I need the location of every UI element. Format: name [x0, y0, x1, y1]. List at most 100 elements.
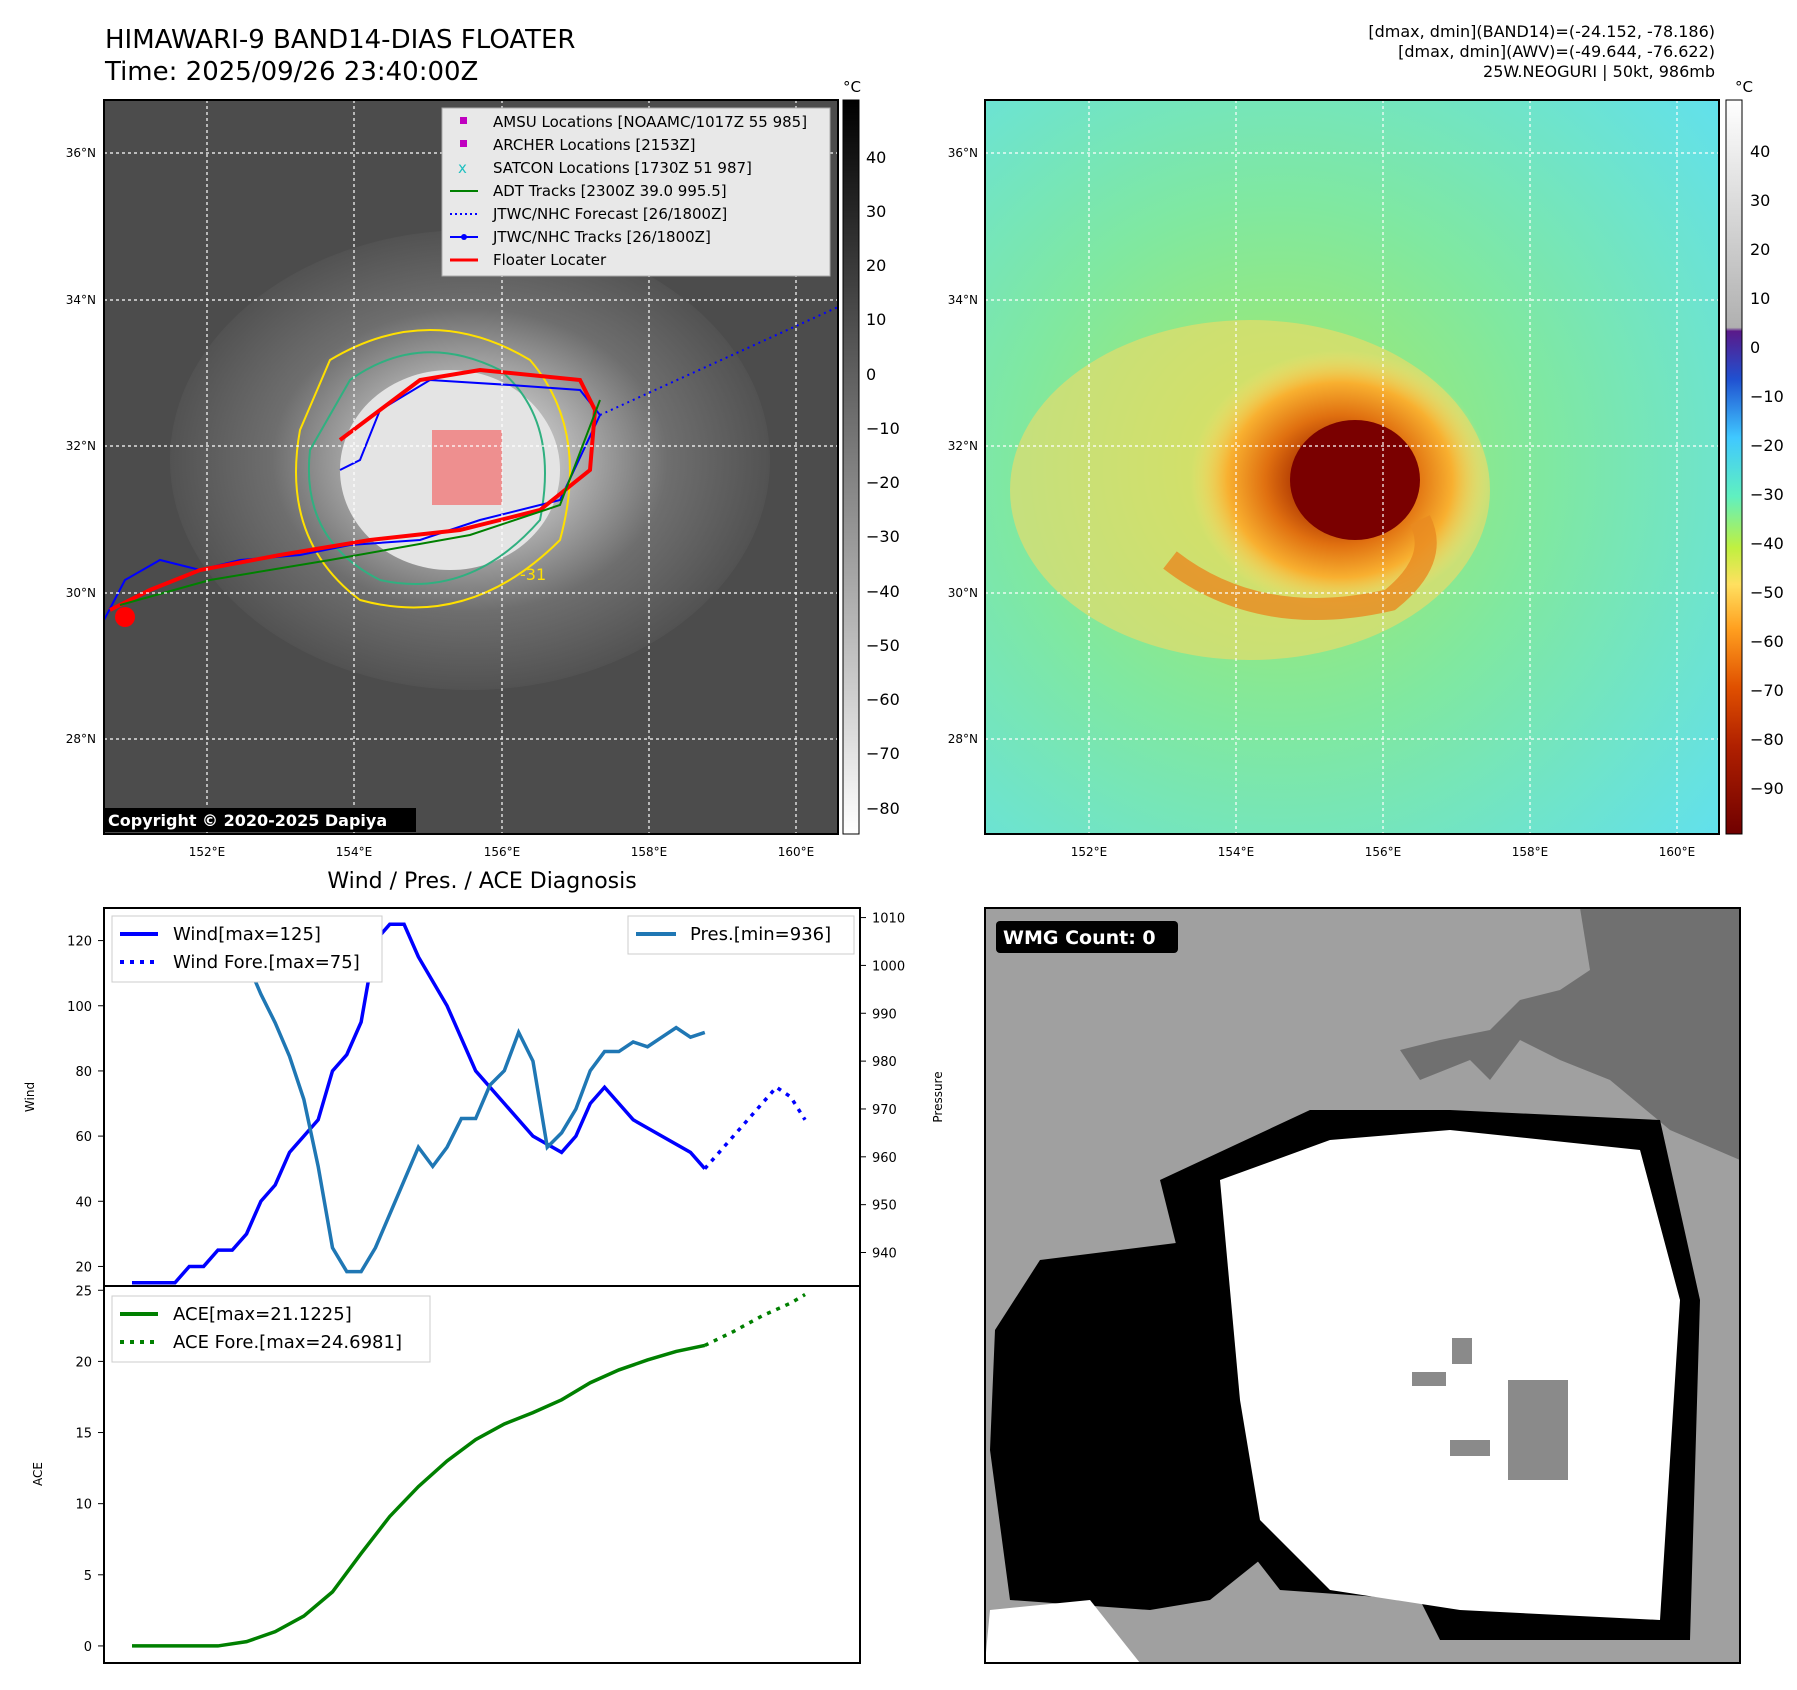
awv-lon-label: 160°E — [1659, 845, 1696, 859]
adt-track — [119, 399, 601, 606]
chart-title-block: HIMAWARI-9 BAND14-DIAS FLOATER Time: 202… — [105, 24, 575, 88]
awv-cbar-tick: −20 — [1750, 436, 1784, 455]
legend-amsu-label: AMSU Locations [NOAAMC/1017Z 55 985] — [493, 113, 807, 131]
ir-cbar-tick: −50 — [866, 636, 900, 655]
wind-ytick-label: 100 — [67, 1000, 92, 1015]
awv-lon-label: 158°E — [1512, 845, 1549, 859]
jtwc-forecast — [599, 306, 839, 416]
chart-time: Time: 2025/09/26 23:40:00Z — [105, 57, 479, 87]
ir-lon-label: 158°E — [631, 845, 668, 859]
awv-cbar-tick: 40 — [1750, 142, 1770, 161]
legend-tracks-dot — [461, 234, 467, 240]
jtwc-track — [103, 378, 602, 621]
ir-cbar-tick: −30 — [866, 527, 900, 546]
chart-title: HIMAWARI-9 BAND14-DIAS FLOATER — [105, 25, 576, 55]
diagnosis-title: Wind / Pres. / ACE Diagnosis — [327, 869, 636, 894]
awv-colorbar-unit: °C — [1735, 78, 1753, 96]
series-line-0 — [132, 922, 707, 1285]
awv-lat-label: 36°N — [948, 146, 978, 160]
contour-label: -31 — [520, 565, 546, 584]
series-line-1 — [703, 1084, 807, 1170]
awv-cbar-tick: −40 — [1750, 534, 1784, 553]
ir-lat-label: 36°N — [66, 146, 96, 160]
awv-cbar-tick: −30 — [1750, 485, 1784, 504]
pressure-axis-label: Pressure — [931, 1071, 945, 1122]
awv-lat-label: 30°N — [948, 586, 978, 600]
ir-colorbar-unit: °C — [843, 78, 861, 96]
wind-axis-label: Wind — [23, 1082, 37, 1112]
info-awv: [dmax, dmin](AWV)=(-49.644, -76.622) — [1398, 42, 1715, 61]
awv-cbar-tick: 10 — [1750, 289, 1770, 308]
pres-ytick-label: 980 — [872, 1055, 897, 1070]
legend-archer-label: ARCHER Locations [2153Z] — [493, 136, 696, 154]
ace-ytick-label: 25 — [75, 1284, 92, 1299]
ir-lon-label: 152°E — [189, 845, 226, 859]
ir-lat-label: 28°N — [66, 732, 96, 746]
ir-cbar-tick: 40 — [866, 148, 886, 167]
wmg-count-label: WMG Count: 0 — [1003, 927, 1156, 949]
ir-lat-label: 32°N — [66, 439, 96, 453]
floater-track — [109, 367, 598, 612]
pres-ytick-label: 960 — [872, 1151, 897, 1166]
ir-cbar-tick: 0 — [866, 365, 876, 384]
ir-lat-label: 30°N — [66, 586, 96, 600]
ace-axis-label: ACE — [31, 1462, 45, 1486]
ir-cbar-tick: 10 — [866, 310, 886, 329]
info-block: [dmax, dmin](BAND14)=(-24.152, -78.186) … — [1368, 22, 1715, 82]
awv-cbar-tick: −70 — [1750, 681, 1784, 700]
awv-lat-label: 34°N — [948, 293, 978, 307]
pressure-legend — [627, 915, 855, 955]
awv-cbar-tick: −50 — [1750, 583, 1784, 602]
ir-colorbar-ticks: 40 30 20 10 0 −10 −20 −30 −40 −50 −60 −7… — [866, 148, 900, 818]
awv-colorbar — [1725, 99, 1743, 835]
legend-adt-label: ADT Tracks [2300Z 39.0 995.5] — [493, 182, 727, 200]
legend-amsu-marker — [460, 117, 467, 124]
awv-colorbar-ticks: 40 30 20 10 0 −10 −20 −30 −40 −50 −60 −7… — [1750, 142, 1784, 798]
ace-ytick-label: 5 — [84, 1569, 92, 1584]
pres-ytick-label: 1010 — [872, 912, 905, 927]
ir-cbar-tick: −70 — [866, 744, 900, 763]
ir-cbar-tick: −60 — [866, 690, 900, 709]
ir-lat-label: 34°N — [66, 293, 96, 307]
ir-cbar-tick: 30 — [866, 202, 886, 221]
ir-cbar-tick: −20 — [866, 473, 900, 492]
floater-box — [432, 430, 502, 505]
awv-gridlines — [985, 100, 1719, 834]
legend-satcon-label: SATCON Locations [1730Z 51 987] — [493, 159, 752, 177]
awv-map-panel: 36°N 34°N 32°N 30°N 28°N 152°E 154°E 156… — [948, 78, 1784, 859]
legend-forecast-label: JTWC/NHC Forecast [26/1800Z] — [492, 205, 727, 223]
awv-cbar-tick: 0 — [1750, 338, 1760, 357]
legend-satcon-marker: x — [458, 159, 467, 177]
awv-lat-label: 28°N — [948, 732, 978, 746]
wind-ytick-label: 120 — [67, 935, 92, 950]
awv-cbar-tick: −90 — [1750, 779, 1784, 798]
ir-lon-label: 160°E — [778, 845, 815, 859]
legend-archer-marker — [460, 140, 467, 147]
pres-ytick-label: 940 — [872, 1247, 897, 1262]
wind-ytick-label: 80 — [75, 1065, 92, 1080]
awv-lon-label: 156°E — [1365, 845, 1402, 859]
copyright-label: Copyright © 2020-2025 Dapiya — [108, 811, 387, 830]
ir-map-panel: -31 Copyright © 2020-2025 Dapiya AMSU Lo… — [66, 78, 900, 859]
ir-cbar-tick: −40 — [866, 582, 900, 601]
legend-wind-fore-label: Wind Fore.[max=75] — [173, 952, 360, 973]
ace-legend — [111, 1295, 431, 1363]
map-legend — [441, 107, 831, 277]
info-band14: [dmax, dmin](BAND14)=(-24.152, -78.186) — [1368, 22, 1715, 41]
wind-ytick-label: 20 — [75, 1260, 92, 1275]
ace-series-line-0 — [132, 1343, 706, 1648]
ir-cbar-tick: −10 — [866, 419, 900, 438]
legend-wind-label: Wind[max=125] — [173, 924, 321, 945]
legend-tracks-label: JTWC/NHC Tracks [26/1800Z] — [492, 228, 711, 246]
pres-ytick-label: 990 — [872, 1007, 897, 1022]
awv-cbar-tick: 20 — [1750, 240, 1770, 259]
wmg-panel: WMG Count: 0 — [984, 907, 1741, 1664]
wind-ytick-label: 40 — [75, 1195, 92, 1210]
pres-ytick-label: 1000 — [872, 959, 905, 974]
ir-cbar-tick: −80 — [866, 799, 900, 818]
wind-legend — [111, 915, 383, 983]
ir-colorbar — [842, 99, 860, 835]
awv-lon-label: 152°E — [1071, 845, 1108, 859]
ir-cbar-tick: 20 — [866, 256, 886, 275]
